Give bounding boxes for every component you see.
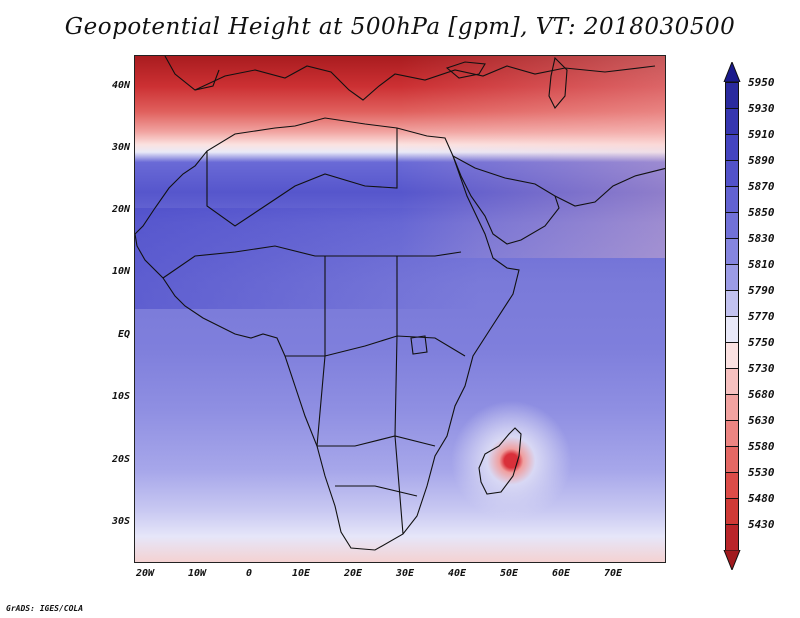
colorbar-label: 5430	[748, 518, 775, 531]
y-tick-label: 20S	[111, 454, 130, 465]
colorbar-label: 5770	[748, 310, 775, 323]
lake-victoria	[410, 335, 428, 355]
y-tick-label: 20N	[111, 204, 130, 215]
border-north	[206, 128, 398, 227]
y-tick-label: 10N	[111, 266, 130, 277]
colorbar-swatch	[725, 472, 739, 498]
colorbar-swatch	[725, 186, 739, 212]
x-tick-label: 50E	[500, 568, 519, 579]
colorbar-swatch	[725, 368, 739, 394]
madagascar-coastline	[478, 427, 522, 495]
map-plot-area	[134, 55, 666, 563]
colorbar-label: 5870	[748, 180, 775, 193]
colorbar-label: 5580	[748, 440, 775, 453]
x-tick-label: 0	[246, 568, 253, 579]
colorbar-label: 5890	[748, 154, 775, 167]
colorbar-label: 5630	[748, 414, 775, 427]
colorbar-label: 5810	[748, 258, 775, 271]
x-tick-label: 20E	[344, 568, 363, 579]
border-south	[317, 435, 436, 447]
colorbar-bottom-arrow	[723, 550, 741, 570]
colorbar-swatch	[725, 316, 739, 342]
arabia-coastline	[451, 154, 560, 245]
colorbar-label: 5480	[748, 492, 775, 505]
colorbar-label: 5680	[748, 388, 775, 401]
high-pressure-band	[135, 207, 665, 309]
border-sahel	[162, 245, 462, 279]
y-tick-label: 30N	[111, 142, 130, 153]
colorbar-swatch	[725, 238, 739, 264]
colorbar-swatch	[725, 394, 739, 420]
colorbar-top-arrow	[723, 62, 741, 82]
colorbar-label: 5730	[748, 362, 775, 375]
border-vert2	[394, 256, 404, 535]
africa-coastline	[135, 117, 520, 551]
black-sea	[445, 61, 486, 79]
colorbar-label: 5950	[748, 76, 775, 89]
x-tick-label: 70E	[604, 568, 623, 579]
colorbar-label: 5530	[748, 466, 775, 479]
y-tick-label: 40N	[111, 80, 130, 91]
caspian-sea	[548, 56, 568, 109]
x-tick-label: 20W	[136, 568, 155, 579]
colorbar-swatch	[725, 498, 739, 524]
colorbar-swatch	[725, 82, 739, 108]
colorbar-swatch	[725, 134, 739, 160]
x-tick-label: 60E	[552, 568, 571, 579]
colorbar-swatch	[725, 264, 739, 290]
persian-gulf	[554, 167, 665, 207]
colorbar-label: 5850	[748, 206, 775, 219]
colorbar-swatch	[725, 160, 739, 186]
colorbar-swatch	[725, 108, 739, 134]
y-tick-label: 30S	[111, 516, 130, 527]
coastlines	[135, 56, 665, 551]
border-vert1	[316, 256, 326, 447]
border-south2	[335, 485, 418, 497]
colorbar-label: 5910	[748, 128, 775, 141]
colorbar-swatch	[725, 290, 739, 316]
colorbar-segments	[725, 62, 739, 550]
y-tick-label: EQ	[117, 329, 130, 340]
colorbar-swatch	[725, 420, 739, 446]
colorbar-label: 5830	[748, 232, 775, 245]
arabian-low-shading	[135, 56, 665, 259]
x-tick-label: 40E	[448, 568, 467, 579]
x-tick-label: 30E	[396, 568, 415, 579]
x-tick-label: 10W	[188, 568, 207, 579]
europe-coastline	[194, 65, 656, 101]
colorbar-swatch	[725, 524, 739, 550]
colorbar-swatch	[725, 212, 739, 238]
border-central	[285, 335, 466, 357]
colorbar-label: 5790	[748, 284, 775, 297]
chart-title: Geopotential Height at 500hPa [gpm], VT:…	[64, 14, 736, 40]
colorbar-swatch	[725, 342, 739, 368]
colorbar-label: 5750	[748, 336, 775, 349]
y-tick-label: 10S	[111, 391, 130, 402]
iberia-coastline	[164, 56, 220, 91]
colorbar-swatch	[725, 446, 739, 472]
credit-text: GrADS: IGES/COLA	[6, 604, 84, 613]
colorbar-label: 5930	[748, 102, 775, 115]
x-tick-label: 10E	[292, 568, 311, 579]
